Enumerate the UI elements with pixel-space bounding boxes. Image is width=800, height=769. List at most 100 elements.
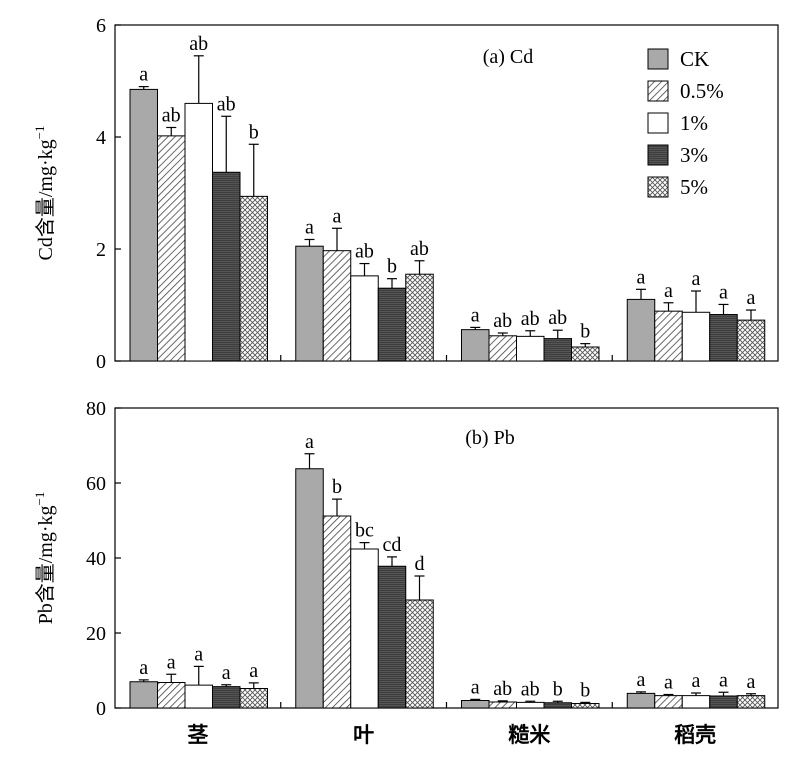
significance-label: cd [383,534,402,556]
bar-0_5pct-2 [488,701,517,709]
bar-0_5pct-3 [654,310,683,362]
significance-label: bc [355,520,374,542]
bar-0_5pct-1 [322,515,352,709]
significance-label: ab [493,310,512,332]
significance-label: a [692,268,701,290]
significance-label: ab [355,241,374,263]
significance-label: a [194,643,203,665]
legend-swatch [647,112,669,134]
significance-label: a [664,280,673,302]
significance-label: a [747,671,756,693]
bar-CK-3 [626,692,656,709]
significance-label: a [471,676,480,698]
legend-swatch [647,48,669,70]
significance-label: b [332,476,342,498]
significance-label: a [222,662,231,684]
y-tick-label: 40 [86,548,106,570]
bar-3pct-1 [377,565,407,709]
significance-label: ab [217,93,236,115]
legend-label: 3% [680,143,708,167]
bar-3pct-2 [543,338,572,362]
bar-5pct-2 [571,703,600,709]
y-axis-label: Pb含量/mg·kg−1 [32,492,57,625]
bar-CK-2 [461,329,490,362]
bar-1pct-0 [184,102,213,362]
legend-swatch [647,144,669,166]
bar-3pct-3 [709,695,738,709]
significance-label: a [305,216,314,238]
bar-0_5pct-0 [157,682,186,709]
y-tick-label: 60 [86,473,106,495]
bar-1pct-2 [516,335,545,362]
bar-3pct-1 [377,287,407,362]
bar-5pct-3 [736,319,766,362]
significance-label: b [580,679,590,701]
y-tick-label: 0 [96,698,106,720]
y-tick-label: 20 [86,623,106,645]
bar-5pct-0 [239,195,268,362]
bar-1pct-1 [350,275,379,362]
category-label: 茎 [187,723,208,747]
significance-label: ab [521,308,540,330]
bar-0_5pct-1 [322,250,352,362]
category-label: 稻壳 [674,723,716,747]
significance-label: b [580,321,590,343]
significance-label: ab [189,33,208,55]
y-tick-label: 4 [96,127,106,149]
significance-label: d [415,553,425,575]
legend-label: CK [680,47,709,71]
significance-label: a [637,669,646,691]
legend: CK 0.5% 1% 3% 5% [647,47,724,199]
significance-label: ab [548,307,567,329]
bar-5pct-0 [239,688,268,709]
significance-label: a [139,657,148,679]
panel-title: (b) Pb [465,427,514,449]
significance-label: a [692,670,701,692]
bar-CK-3 [626,298,656,362]
bar-1pct-3 [681,695,711,709]
bar-CK-0 [129,88,158,362]
bar-5pct-2 [571,346,600,362]
significance-label: a [249,660,258,682]
bar-CK-1 [295,245,324,362]
legend-swatch [647,80,669,102]
bar-3pct-3 [709,314,738,362]
significance-label: a [139,64,148,86]
bar-1pct-3 [681,311,711,362]
bar-1pct-1 [350,548,379,709]
panel-title: (a) Cd [483,46,534,68]
legend-label: 1% [680,111,708,135]
bar-3pct-2 [543,702,572,709]
bar-0_5pct-3 [654,695,683,709]
significance-label: a [305,431,314,453]
significance-label: b [387,256,397,278]
bar-3pct-0 [212,686,241,709]
significance-label: a [637,266,646,288]
significance-label: a [747,287,756,309]
bar-5pct-3 [736,695,766,709]
bar-0_5pct-0 [157,135,186,362]
significance-label: ab [410,238,429,260]
category-axis-labels: 茎 叶 糙米 稻壳 [187,723,716,747]
bar-1pct-2 [516,701,545,709]
bar-CK-0 [129,681,158,709]
legend-label: 5% [680,175,708,199]
category-label: 糙米 [508,723,551,747]
legend-label: 0.5% [680,79,724,103]
bar-3pct-0 [212,171,241,362]
legend-swatch [647,176,669,198]
bar-0_5pct-2 [488,335,517,362]
significance-label: a [471,304,480,326]
significance-label: ab [162,104,181,126]
bar-CK-1 [295,468,324,709]
y-tick-label: 2 [96,239,106,261]
y-axis-label: Cd含量/mg·kg−1 [32,126,57,261]
bar-1pct-0 [184,684,213,709]
y-tick-label: 0 [96,351,106,373]
significance-label: a [664,672,673,694]
significance-label: ab [493,678,512,700]
